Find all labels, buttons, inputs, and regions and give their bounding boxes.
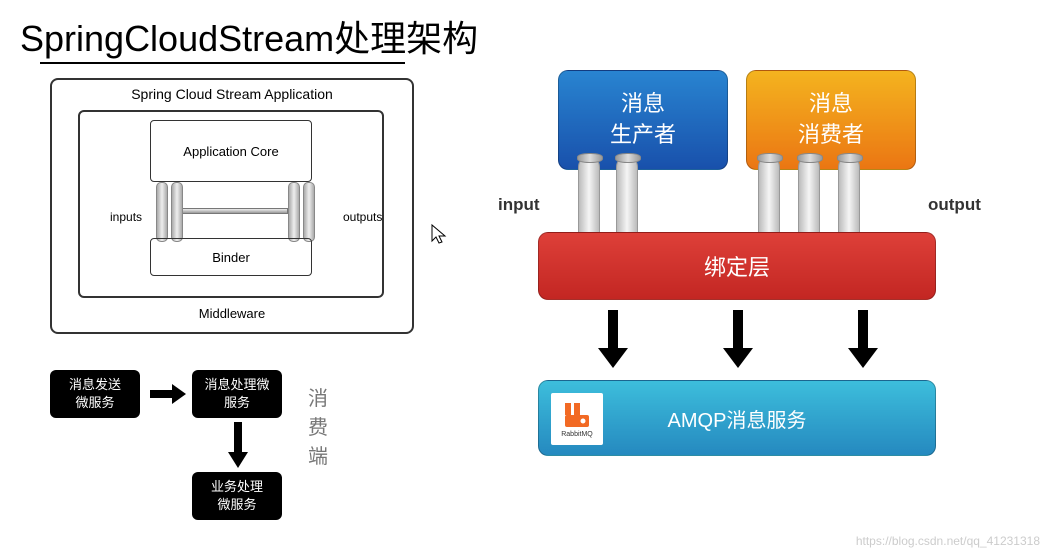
output-channels — [288, 182, 315, 242]
page-title: SpringCloudStream处理架构 — [20, 10, 478, 62]
consumer-side-label: 消费端 — [308, 382, 328, 469]
rabbitmq-logo-text: RabbitMQ — [561, 431, 593, 438]
amqp-service-box: RabbitMQ AMQP消息服务 — [538, 380, 936, 456]
arrow-right-icon — [150, 384, 186, 409]
right-architecture-diagram: 消息 生产者 消息 消费者 input output 绑定层 RabbitMQ — [498, 70, 1008, 530]
outputs-label: outputs — [343, 210, 382, 224]
amqp-label: AMQP消息服务 — [668, 404, 807, 433]
arrow-down-1-icon — [598, 310, 628, 373]
channel-connector-bar — [178, 208, 288, 214]
producer-line2: 生产者 — [610, 120, 676, 151]
consumer-line2: 消费者 — [798, 120, 864, 151]
producer-line1: 消息 — [621, 89, 665, 120]
title-underline — [40, 62, 405, 64]
input-label: input — [498, 195, 540, 215]
scs-application-label: Spring Cloud Stream Application — [50, 86, 414, 102]
left-architecture-diagram: Spring Cloud Stream Application Applicat… — [50, 78, 414, 334]
rabbitmq-logo: RabbitMQ — [551, 393, 603, 445]
output-label: output — [928, 195, 981, 215]
binding-layer-box: 绑定层 — [538, 232, 936, 300]
application-core-box: Application Core — [150, 120, 312, 182]
arrow-down-3-icon — [848, 310, 878, 373]
consumer-line1: 消息 — [809, 89, 853, 120]
cursor-icon — [430, 223, 448, 250]
arrow-down-2-icon — [723, 310, 753, 373]
msg-send-service-box: 消息发送 微服务 — [50, 370, 140, 418]
binder-box: Binder — [150, 238, 312, 276]
business-service-box: 业务处理 微服务 — [192, 472, 282, 520]
middleware-label: Middleware — [50, 306, 414, 321]
watermark-text: https://blog.csdn.net/qq_41231318 — [856, 534, 1040, 548]
msg-process-service-box: 消息处理微 服务 — [192, 370, 282, 418]
arrow-down-icon — [228, 422, 248, 473]
binding-label: 绑定层 — [704, 250, 770, 282]
input-channels — [156, 182, 183, 242]
inputs-label: inputs — [110, 210, 142, 224]
